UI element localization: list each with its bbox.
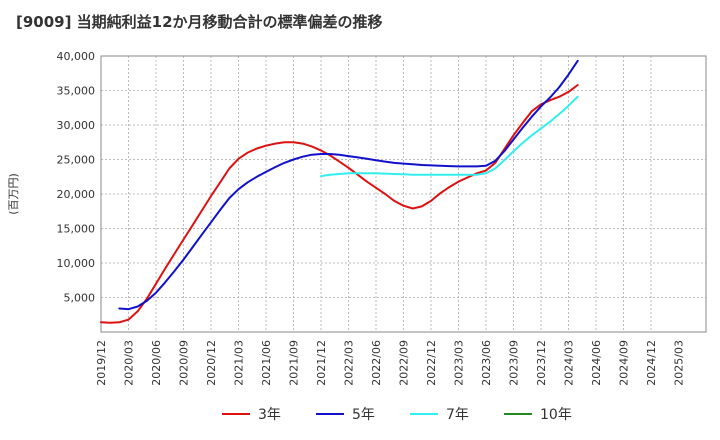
plot-area	[100, 55, 707, 333]
y-tick-label: 5,000	[64, 292, 96, 305]
x-tick-label: 2023/09	[508, 340, 521, 386]
x-tick-label: 2022/06	[370, 340, 383, 386]
series-line-3	[320, 95, 579, 178]
x-tick-label: 2020/03	[123, 340, 136, 386]
legend: 3年 5年 7年 10年	[222, 407, 572, 423]
x-tick-label: 2025/03	[673, 340, 686, 386]
x-tick-label: 2022/09	[398, 340, 411, 386]
x-tick-label: 2024/03	[563, 340, 576, 386]
x-tick-label: 2023/12	[535, 340, 548, 386]
x-tick-label: 2020/06	[150, 340, 163, 386]
x-tick-label: 2024/12	[645, 340, 658, 386]
x-tick-label: 2019/12	[95, 340, 108, 386]
x-tick-label: 2020/09	[178, 340, 191, 386]
y-axis-ticks: 5,000 10,000 15,000 20,000 25,000 30,000 35,00…	[57, 50, 96, 305]
y-tick-label: 25,000	[57, 154, 96, 167]
chart-title: [9009] 当期純利益12か月移動合計の標準偏差の推移	[16, 13, 383, 31]
x-tick-label: 2023/06	[480, 340, 493, 386]
x-axis-ticks: 2019/12 2020/03 2020/06 2020/09 2020/12 2021/…	[95, 340, 686, 386]
y-tick-label: 35,000	[57, 85, 96, 98]
x-tick-label: 2024/09	[618, 340, 631, 386]
y-axis-label: (百万円)	[7, 173, 20, 215]
x-tick-label: 2021/06	[260, 340, 273, 386]
x-tick-label: 2021/09	[288, 340, 301, 386]
grid-lines	[101, 55, 706, 332]
series-line-1	[100, 84, 579, 324]
series-line-2	[118, 59, 579, 311]
y-tick-label: 20,000	[57, 188, 96, 201]
series-lines	[100, 59, 579, 324]
y-tick-label: 30,000	[57, 119, 96, 132]
legend-label: 10年	[540, 407, 572, 423]
y-tick-label: 15,000	[57, 223, 96, 236]
legend-label: 7年	[446, 407, 469, 423]
x-tick-label: 2022/03	[343, 340, 356, 386]
legend-label: 3年	[258, 407, 281, 423]
x-tick-label: 2021/03	[233, 340, 246, 386]
y-tick-label: 40,000	[57, 50, 96, 63]
legend-label: 5年	[352, 407, 375, 423]
x-tick-label: 2024/06	[590, 340, 603, 386]
x-tick-label: 2020/12	[205, 340, 218, 386]
x-tick-label: 2023/03	[453, 340, 466, 386]
x-tick-label: 2021/12	[315, 340, 328, 386]
x-tick-label: 2022/12	[425, 340, 438, 386]
y-tick-label: 10,000	[57, 257, 96, 270]
